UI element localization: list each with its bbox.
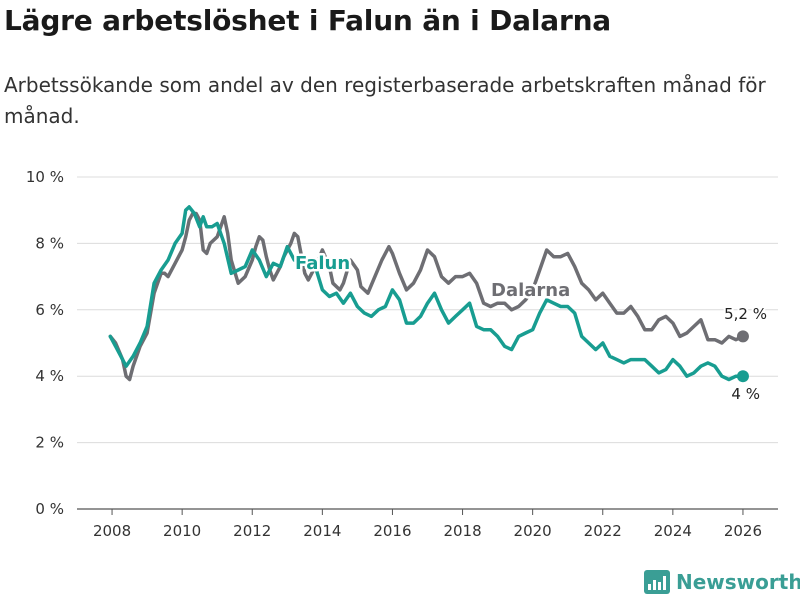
- series-labels: Falun Dalarna 5,2 % 4 %: [293, 251, 770, 406]
- end-point-falun: [736, 370, 749, 383]
- series-line-dalarna: [108, 211, 745, 382]
- x-tick-label: 2024: [654, 522, 692, 540]
- brand-name: Newsworthy: [676, 570, 800, 594]
- gridlines: [77, 176, 778, 510]
- y-tick-label: 8 %: [35, 234, 64, 252]
- x-tick-label: 2026: [724, 522, 762, 540]
- end-point-dalarna: [736, 330, 749, 343]
- x-tick-label: 2008: [93, 522, 131, 540]
- x-tick-label: 2022: [584, 522, 622, 540]
- axes: 0 % 2 % 4 % 6 % 8 % 10 % 2008 2010 2012 2014 2016 2…: [26, 168, 762, 540]
- brand-logo[interactable]: Newsworthy: [644, 570, 800, 594]
- x-tick-label: 2014: [303, 522, 341, 540]
- y-tick-label: 10 %: [26, 168, 64, 186]
- y-tick-label: 4 %: [35, 367, 64, 385]
- chart-subtitle: Arbetssökande som andel av den registerb…: [4, 73, 766, 128]
- end-value-label-falun: 4 %: [731, 385, 760, 403]
- x-tick-label: 2012: [233, 522, 271, 540]
- series-label-falun: Falun: [295, 253, 350, 274]
- series-lines: [108, 205, 749, 383]
- y-tick-label: 2 %: [35, 434, 64, 452]
- series-line-falun: [108, 205, 745, 382]
- series-label-dalarna: Dalarna: [491, 280, 570, 301]
- newsworthy-logo-icon: [644, 570, 670, 594]
- x-tick-label: 2020: [514, 522, 552, 540]
- x-tick-label: 2010: [163, 522, 201, 540]
- x-tick-label: 2018: [443, 522, 481, 540]
- chart-title: Lägre arbetslöshet i Falun än i Dalarna: [4, 4, 611, 37]
- y-tick-label: 6 %: [35, 301, 64, 319]
- end-value-label-dalarna: 5,2 %: [724, 305, 767, 323]
- x-tick-label: 2016: [373, 522, 411, 540]
- y-tick-label: 0 %: [35, 500, 64, 518]
